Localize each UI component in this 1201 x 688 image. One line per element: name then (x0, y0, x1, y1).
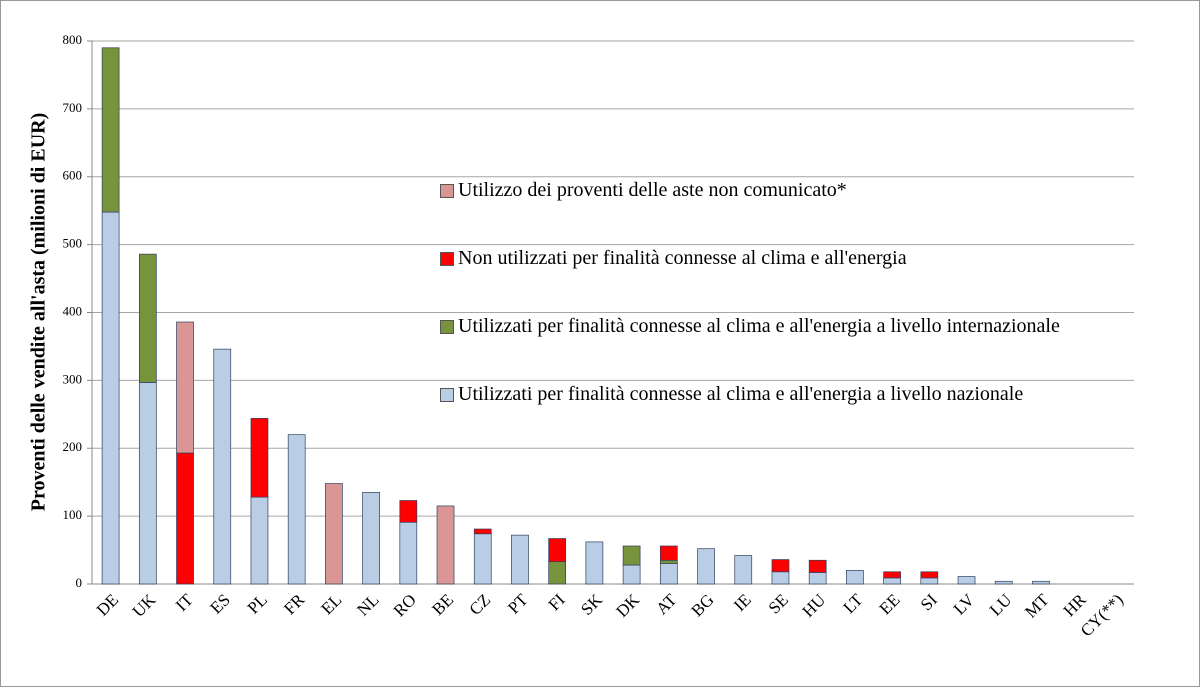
bar-segment (771, 559, 790, 573)
bar-segment (101, 47, 120, 213)
bar-segment (138, 253, 157, 383)
bar-segment (287, 434, 306, 585)
bar-segment (846, 570, 864, 585)
y-tick-label: 300 (63, 371, 83, 386)
x-tick-label: FR (280, 590, 309, 619)
x-tick-label: AT (652, 590, 681, 619)
legend-item: Non utilizzati per finalità connesse al … (440, 244, 1060, 312)
x-tick-label: NL (353, 590, 382, 619)
y-tick-label: 800 (63, 32, 83, 47)
bar-segment (101, 211, 120, 585)
bar-segment (697, 548, 715, 585)
bar-segment (250, 418, 269, 498)
y-tick-label: 700 (63, 100, 83, 115)
legend-label: Utilizzati per finalità connesse al clim… (458, 315, 1060, 337)
legend-swatch (440, 252, 454, 266)
x-tick-label: LT (839, 590, 866, 617)
bar-segment (883, 571, 901, 579)
bar-segment (548, 561, 567, 585)
bar-segment (808, 572, 827, 585)
bar-segment (1032, 580, 1050, 585)
bar-segment (138, 382, 157, 585)
legend-item: Utilizzati per finalità connesse al clim… (440, 380, 1060, 448)
x-tick-label: HR (1060, 590, 1091, 621)
x-tick-label: CZ (466, 590, 495, 619)
legend-item: Utilizzo dei proventi delle aste non com… (440, 176, 1060, 244)
y-axis-title: Proventi delle vendite all'asta (milioni… (28, 113, 50, 512)
bar-segment (659, 563, 678, 585)
x-tick-label: PT (504, 590, 532, 618)
bar-segment (585, 541, 604, 585)
x-tick-label: IE (730, 590, 755, 615)
x-tick-label: ES (206, 590, 233, 617)
bar-segment (176, 321, 194, 454)
bar-segment (994, 580, 1013, 585)
bar-segment (920, 577, 939, 585)
x-tick-label: HU (798, 590, 829, 621)
bar-segment (659, 545, 678, 561)
x-tick-label: DK (612, 590, 643, 621)
legend-swatch (440, 320, 454, 334)
bar-segment (511, 534, 529, 585)
x-tick-label: EE (876, 590, 904, 618)
bar-segment (734, 555, 753, 585)
legend-label: Utilizzo dei proventi delle aste non com… (458, 179, 847, 201)
legend-item: Utilizzati per finalità connesse al clim… (440, 312, 1060, 380)
bar-segment (808, 559, 827, 573)
bar-segment (659, 559, 678, 564)
bar-segment (920, 571, 939, 579)
bar-segment (622, 545, 641, 566)
x-tick-label: MT (1021, 590, 1053, 622)
x-tick-label: EL (317, 590, 345, 618)
x-tick-label: CY(**) (1077, 590, 1127, 640)
legend-label: Non utilizzati per finalità connesse al … (458, 247, 907, 269)
y-tick-label: 200 (63, 439, 83, 454)
bar-segment (622, 564, 641, 585)
bar-segment (957, 576, 976, 585)
y-tick-label: 0 (76, 575, 83, 590)
legend: Utilizzo dei proventi delle aste non com… (440, 176, 1060, 448)
legend-swatch (440, 184, 454, 198)
bar-segment (213, 348, 232, 585)
x-tick-label: IT (172, 590, 197, 615)
bar-segment (473, 533, 492, 585)
y-tick-label: 500 (63, 236, 83, 251)
y-tick-label: 400 (63, 303, 83, 318)
bar-segment (399, 500, 418, 523)
bar-segment (176, 452, 194, 585)
bar-segment (250, 496, 269, 585)
legend-label: Utilizzati per finalità connesse al clim… (458, 383, 1024, 405)
x-tick-label: PL (244, 590, 271, 617)
x-tick-label: DE (93, 590, 122, 619)
x-tick-label: BG (687, 590, 717, 620)
y-tick-label: 600 (63, 168, 83, 183)
x-tick-label: LV (950, 590, 979, 619)
bar-segment (399, 521, 418, 585)
x-tick-label: SE (765, 590, 792, 617)
x-tick-label: SI (917, 590, 941, 614)
bar-segment (436, 505, 455, 585)
x-tick-label: SK (577, 590, 606, 619)
legend-swatch (440, 388, 454, 402)
bar-segment (883, 577, 901, 585)
x-tick-label: LU (986, 590, 1015, 619)
bar-segment (362, 492, 380, 585)
x-tick-label: FI (545, 590, 569, 614)
bar-segment (771, 571, 790, 585)
x-tick-label: RO (390, 590, 420, 620)
x-tick-label: BE (428, 590, 457, 619)
x-tick-label: UK (129, 590, 160, 621)
y-tick-label: 100 (63, 507, 83, 522)
bar-segment (325, 483, 343, 585)
bar-segment (548, 538, 567, 562)
bar-segment (473, 528, 492, 535)
